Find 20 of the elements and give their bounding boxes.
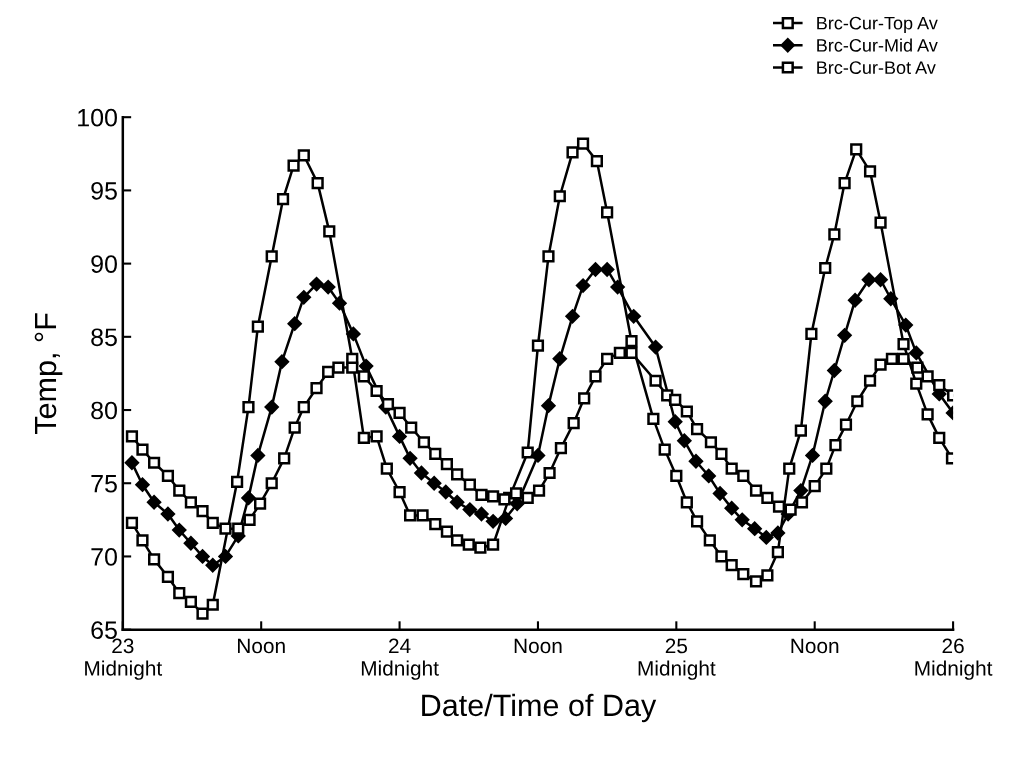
y-tick-label: 90: [91, 255, 117, 273]
legend-label: Brc-Cur-Mid Av: [817, 38, 938, 52]
x-axis-title: Date/Time of Day: [422, 693, 657, 723]
x-tick-label: Noon: [514, 638, 562, 654]
x-tick-label: 24 Midnight: [361, 638, 439, 680]
x-tick-label: 23 Midnight: [85, 638, 163, 680]
x-tick-label: 26 Midnight: [915, 638, 993, 680]
legend-label: Brc-Cur-Bot Av: [817, 61, 936, 75]
y-tick-label: 70: [91, 548, 117, 566]
y-tick-label: 95: [91, 182, 117, 200]
x-tick-label: 25 Midnight: [638, 638, 716, 680]
x-tick-label: Noon: [791, 638, 839, 654]
y-axis-title: Temp, °F: [34, 313, 63, 435]
y-tick-label: 80: [91, 401, 117, 420]
x-tick-label: Noon: [238, 638, 285, 654]
y-tick-label: 85: [91, 328, 117, 347]
y-tick-label: 100: [78, 108, 117, 127]
legend-label: Brc-Cur-Top Av: [817, 16, 938, 34]
y-tick-label: 75: [91, 475, 117, 493]
y-tick-label: 65: [91, 621, 117, 639]
